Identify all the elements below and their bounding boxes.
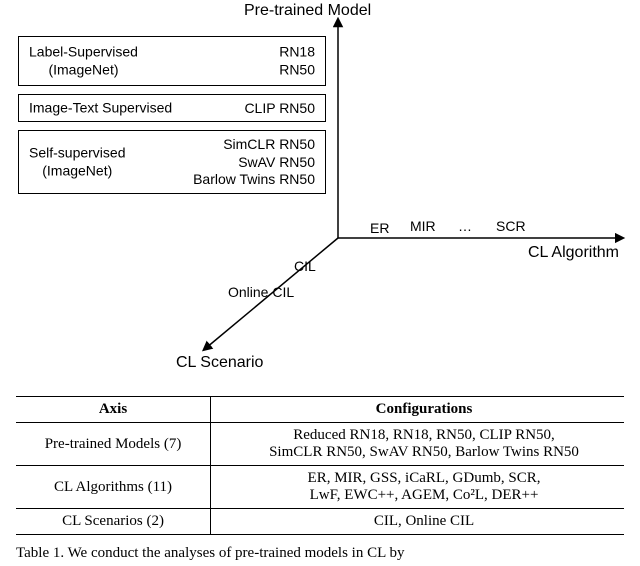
td-sep-2 [211,509,225,535]
r2l1: CIL, Online CIL [374,513,474,529]
table-header-row: Axis Configurations [16,397,624,423]
td-conf-2: CIL, Online CIL [224,509,624,535]
th-conf: Configurations [224,397,624,423]
td-conf-0: Reduced RN18, RN18, RN50, CLIP RN50, Sim… [224,423,624,466]
r1l1: ER, MIR, GSS, iCaRL, GDumb, SCR, [308,470,541,486]
table-element: Axis Configurations Pre-trained Models (… [16,396,624,535]
figure-area: Pre-trained Model Label-Supervised (Imag… [0,0,640,390]
td-conf-1: ER, MIR, GSS, iCaRL, GDumb, SCR, LwF, EW… [224,466,624,509]
z-tick-cil: CIL [294,258,316,274]
x-tick-scr: SCR [496,218,526,234]
table-row: CL Algorithms (11) ER, MIR, GSS, iCaRL, … [16,466,624,509]
th-axis: Axis [16,397,211,423]
table-row: CL Scenarios (2) CIL, Online CIL [16,509,624,535]
config-table: Axis Configurations Pre-trained Models (… [16,396,624,535]
r1l2: LwF, EWC++, AGEM, Co²L, DER++ [310,487,539,503]
td-axis-1: CL Algorithms (11) [16,466,211,509]
td-axis-2: CL Scenarios (2) [16,509,211,535]
td-sep-1 [211,466,225,509]
x-tick-er: ER [370,220,389,236]
axes-svg [0,0,640,390]
td-axis-0: Pre-trained Models (7) [16,423,211,466]
z-tick-online: Online CIL [228,284,294,300]
z-axis-title: CL Scenario [176,354,263,372]
x-tick-mir: MIR [410,218,436,234]
r0l1: Reduced RN18, RN18, RN50, CLIP RN50, [293,427,555,443]
x-tick-dots: … [458,218,472,234]
td-sep-0 [211,423,225,466]
r0l2: SimCLR RN50, SwAV RN50, Barlow Twins RN5… [269,444,579,460]
th-sep [211,397,225,423]
table-caption: Table 1. We conduct the analyses of pre-… [16,544,624,564]
x-axis-title: CL Algorithm [528,244,619,262]
page-root: Pre-trained Model Label-Supervised (Imag… [0,0,640,566]
table-row: Pre-trained Models (7) Reduced RN18, RN1… [16,423,624,466]
